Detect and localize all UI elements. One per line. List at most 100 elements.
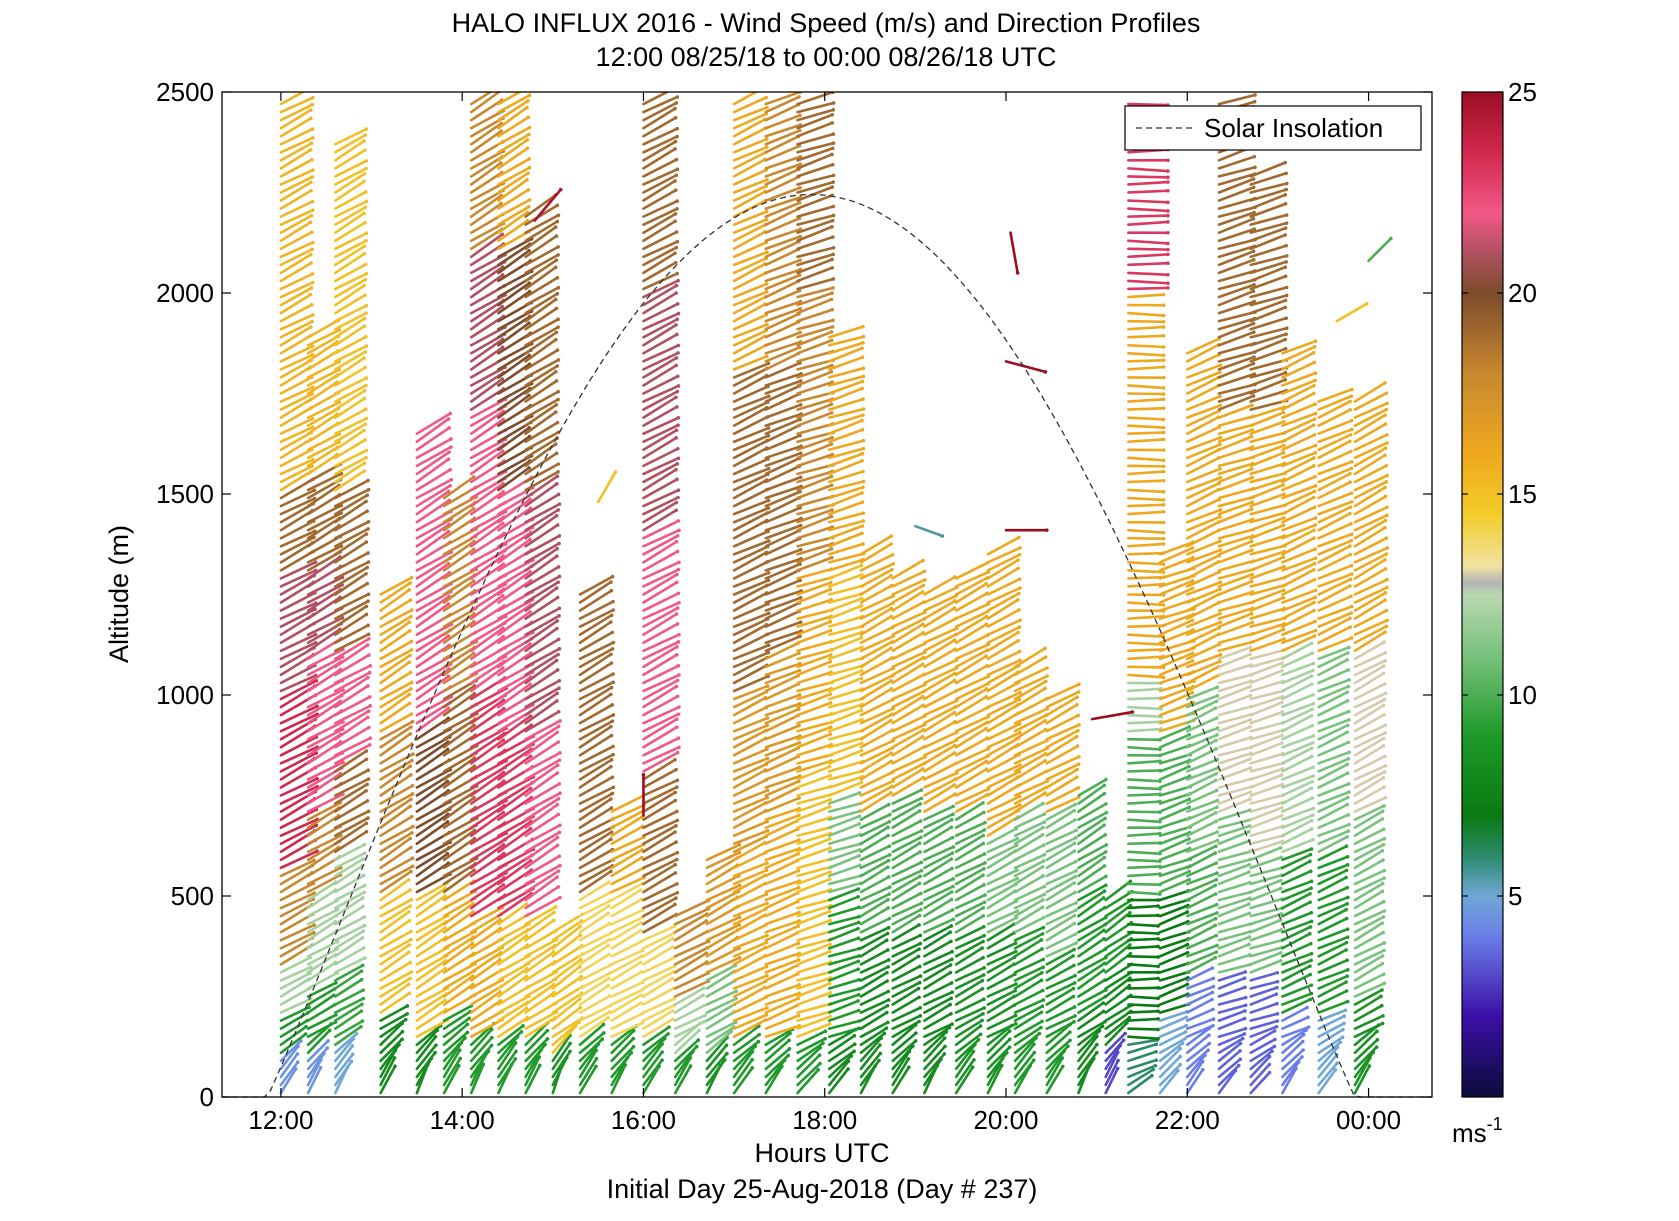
wind-barb-head — [607, 984, 611, 988]
wind-barb-head — [296, 1052, 300, 1056]
wind-barb-head — [314, 633, 318, 637]
wind-barb-head — [612, 713, 616, 717]
wind-barb-head — [311, 272, 315, 276]
wind-barb-head — [363, 350, 367, 354]
wind-barb-head — [696, 1038, 700, 1042]
wind-barb-shaft — [675, 931, 707, 948]
wind-barb-shaft — [675, 901, 708, 917]
wind-barb-head — [555, 875, 559, 879]
wind-barb-shaft — [526, 205, 558, 224]
wind-barb-head — [607, 953, 611, 957]
wind-barb-head — [765, 178, 769, 182]
wind-barb-head — [797, 958, 801, 962]
wind-barb-head — [408, 888, 412, 892]
wind-barb-head — [365, 783, 369, 787]
wind-barb-shaft — [829, 980, 859, 989]
wind-barb-head — [675, 501, 679, 505]
wind-barb — [643, 158, 678, 177]
wind-barb-head — [410, 640, 414, 644]
wind-barb-head — [538, 1064, 542, 1068]
wind-barb-head — [361, 1019, 365, 1023]
wind-barb — [734, 789, 769, 804]
wind-barb-head — [609, 870, 613, 874]
wind-barb-head — [675, 685, 679, 689]
wind-barb-head — [527, 466, 531, 470]
wind-barb-head — [675, 653, 679, 657]
wind-barb-head — [557, 614, 561, 618]
wind-barb-head — [449, 437, 453, 441]
wind-barb-head — [750, 1066, 754, 1070]
wind-barb-shaft — [829, 761, 862, 771]
wind-barb-head — [856, 887, 860, 891]
wind-barb-head — [529, 755, 533, 759]
wind-barb — [335, 946, 365, 964]
wind-barb-head — [676, 534, 680, 538]
wind-barb-shaft — [798, 859, 832, 868]
wind-barb-head — [766, 829, 770, 833]
wind-barb-head — [677, 592, 681, 596]
wind-barb-head — [365, 200, 369, 204]
wind-barb-head — [798, 258, 802, 262]
wind-barb-head — [818, 1062, 822, 1066]
wind-barb — [335, 335, 367, 353]
wind-barb-head — [304, 1032, 308, 1036]
wind-barb-head — [366, 479, 370, 483]
wind-barb-head — [799, 451, 803, 455]
wind-barb-head — [311, 241, 315, 245]
wind-barb-head — [500, 83, 504, 87]
wind-barb — [675, 930, 709, 949]
wind-barb-head — [309, 181, 313, 185]
wind-barb-head — [555, 307, 559, 311]
wind-barb-head — [676, 168, 680, 172]
wind-barb-head — [611, 608, 615, 612]
wind-barb-head — [407, 660, 411, 664]
wind-barb-head — [677, 640, 681, 644]
wind-barb-head — [579, 958, 583, 962]
wind-barb-head — [676, 447, 680, 451]
wind-barb-head — [408, 764, 412, 768]
wind-barb-shaft — [798, 352, 833, 362]
wind-barb-head — [410, 648, 414, 652]
wind-barb-head — [828, 774, 832, 778]
wind-barb-head — [557, 813, 561, 817]
wind-barb-head — [829, 653, 833, 657]
wind-barb-head — [367, 810, 371, 814]
wind-barb-head — [725, 1043, 729, 1047]
wind-barb-head — [757, 1040, 761, 1044]
wind-barb-shaft — [580, 954, 609, 972]
wind-barb-shaft — [643, 87, 676, 104]
wind-barb-head — [829, 581, 833, 585]
wind-barb-head — [410, 681, 414, 685]
wind-barb-head — [528, 94, 532, 98]
wind-barb-shaft — [643, 666, 678, 683]
wind-barb-head — [410, 815, 414, 819]
wind-barb-head — [857, 1009, 861, 1013]
wind-barb-shaft — [553, 1058, 567, 1085]
wind-barb-shaft — [798, 714, 832, 723]
wind-barb-head — [555, 403, 559, 407]
wind-barb-head — [526, 99, 530, 103]
wind-barb-head — [828, 765, 832, 769]
wind-barb-head — [555, 482, 559, 486]
wind-barb-head — [823, 1037, 827, 1041]
wind-barb-shaft — [498, 190, 528, 209]
wind-barb — [612, 939, 644, 956]
wind-barb-head — [407, 878, 411, 882]
wind-barb-head — [797, 911, 801, 915]
wind-barb — [643, 302, 679, 321]
wind-barb-head — [579, 933, 583, 937]
wind-barb-head — [786, 1054, 790, 1058]
wind-barb-shaft — [498, 914, 528, 932]
wind-barb-head — [555, 731, 559, 735]
wind-barb-head — [675, 207, 679, 211]
wind-barb-shaft — [798, 134, 834, 144]
wind-barb-head — [797, 813, 801, 817]
wind-barb-head — [528, 610, 532, 614]
wind-barb-shaft — [643, 304, 677, 321]
wind-barb-shaft — [766, 781, 799, 795]
wind-barb-head — [447, 675, 451, 679]
wind-barb-head — [410, 608, 414, 612]
wind-barb-head — [364, 167, 368, 171]
wind-barb-head — [365, 272, 369, 276]
wind-barb-head — [676, 550, 680, 554]
